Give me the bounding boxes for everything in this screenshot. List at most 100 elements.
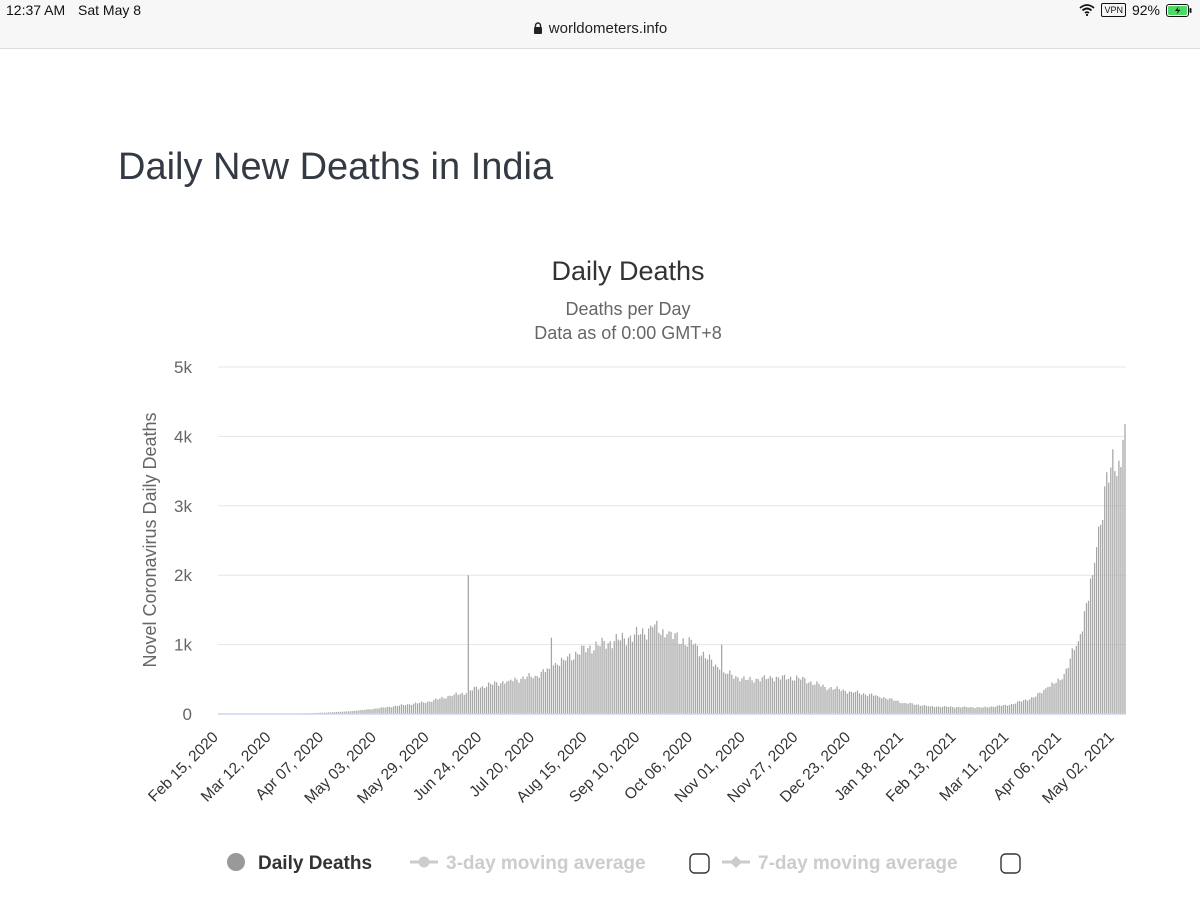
bar [1014,703,1017,714]
bar [560,657,563,714]
bar [678,643,680,714]
bar [573,659,575,714]
bar [982,707,984,714]
checkbox-3-day[interactable] [689,853,710,874]
bar [546,668,548,714]
bar [496,682,498,714]
bar [1100,524,1102,714]
bar [871,693,873,714]
bar [759,681,761,714]
legend-item-3-day-average[interactable]: 3-day moving average [410,853,646,874]
bar [652,627,654,714]
status-bar: 12:37 AM Sat May 8 worldometers.info VPN… [0,0,1200,49]
bar [412,703,415,714]
bar [516,679,518,714]
bar [1098,526,1100,714]
legend-item-7-day-average[interactable]: 7-day moving average [722,853,958,874]
bar [767,678,769,714]
bar [566,656,569,714]
checkbox-icon [689,853,710,874]
bar [875,695,877,714]
bar [1031,697,1033,714]
bar [1029,699,1031,714]
bar [360,710,362,714]
bar [954,707,956,714]
legend-item-daily-deaths[interactable]: Daily Deaths [227,853,372,874]
bar [356,710,358,714]
y-axis: 0 1k 2k 3k 4k 5k [174,358,192,724]
bar [960,707,962,714]
bar [994,706,996,714]
bar [937,706,940,714]
bar [526,676,528,714]
bar [950,706,952,714]
bar [571,660,573,714]
bar [575,651,577,714]
bar [840,691,842,714]
bar [597,645,599,714]
bar [700,655,703,714]
bar [631,641,634,714]
bar [346,711,348,714]
bar [992,706,994,714]
bar [873,695,875,714]
chart: Daily Deaths Deaths per Day Data as of 0… [140,256,1126,874]
bar [917,704,919,714]
checkbox-7-day[interactable] [1000,853,1021,874]
bar [654,624,656,714]
bar [812,684,814,714]
bar [611,648,613,714]
bar [378,708,380,714]
bar [522,676,524,714]
bar [648,628,650,714]
bar [868,694,871,714]
bar [990,706,992,714]
bar [646,639,648,714]
bar [727,673,729,714]
bar [939,707,942,714]
bar [694,643,696,714]
bar [528,672,530,714]
bar [441,696,443,714]
bar [591,653,593,714]
bar [721,644,723,714]
bar [684,645,686,714]
bar [471,690,473,714]
address-bar[interactable]: worldometers.info [0,20,1200,37]
bar [327,712,330,714]
bar [911,703,913,714]
bar [765,679,767,714]
bar [1037,693,1039,714]
bar [820,686,822,714]
bar [329,712,332,714]
y-tick-label: 3k [174,497,192,516]
bar [998,705,1000,714]
bar [564,660,567,714]
bar [623,638,625,714]
bar [903,702,905,714]
bar [941,706,944,714]
bar [984,706,986,714]
legend: Daily Deaths 3-day moving average 7-day … [227,853,1021,874]
bar [344,711,346,714]
bar [414,702,417,714]
bar [451,696,453,714]
bar [467,575,469,714]
bar [785,679,788,714]
chart-title: Daily Deaths [551,256,704,286]
bar [864,694,867,714]
bar [690,639,692,714]
bar [889,698,891,714]
bar [980,707,982,714]
bar [443,698,445,714]
bar [986,707,988,714]
bar [552,665,555,714]
bar [437,699,439,714]
bar [544,672,546,714]
bar [518,682,520,714]
bar [1106,472,1108,714]
bar [682,638,684,714]
bar [708,654,711,714]
bar [747,679,749,714]
bar [1053,683,1055,714]
